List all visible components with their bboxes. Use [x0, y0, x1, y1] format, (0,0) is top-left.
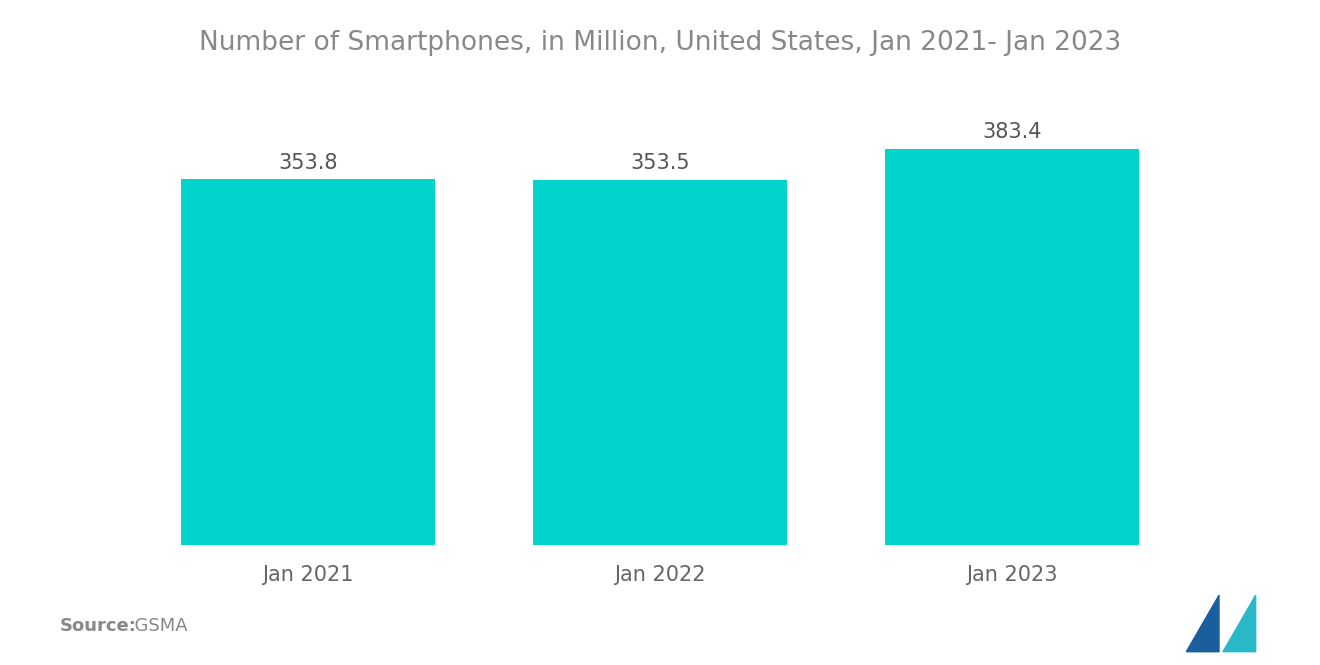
Text: Source:: Source:: [59, 617, 136, 635]
Text: 353.5: 353.5: [630, 154, 690, 174]
Polygon shape: [1187, 595, 1220, 652]
Bar: [886, 149, 1139, 545]
Text: 353.8: 353.8: [279, 153, 338, 173]
Text: GSMA: GSMA: [123, 617, 187, 635]
Text: 383.4: 383.4: [982, 122, 1041, 142]
Bar: [533, 180, 787, 545]
Bar: [181, 180, 434, 545]
Text: Number of Smartphones, in Million, United States, Jan 2021- Jan 2023: Number of Smartphones, in Million, Unite…: [199, 30, 1121, 56]
Polygon shape: [1222, 595, 1255, 652]
